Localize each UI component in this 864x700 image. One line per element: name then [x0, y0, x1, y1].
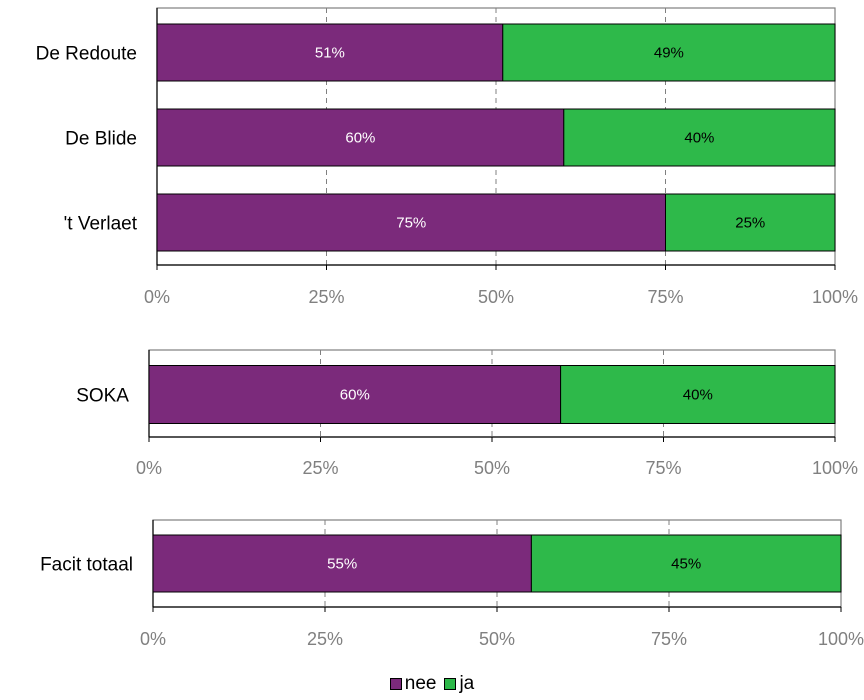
x-tick-label: 75% — [645, 458, 681, 478]
x-tick-label: 25% — [302, 458, 338, 478]
data-label-ja-2: 40% — [684, 130, 714, 147]
x-tick-label: 25% — [307, 629, 343, 649]
legend-item-ja: ja — [444, 673, 474, 695]
bar-ja-2 — [563, 108, 836, 167]
x-tick-label: 0% — [136, 458, 162, 478]
bar-nee-1 — [156, 23, 504, 82]
category-label: SOKA — [76, 386, 129, 407]
bar-nee-1 — [152, 534, 532, 593]
legend-label-ja: ja — [459, 673, 475, 694]
x-tick-label: 100% — [818, 629, 864, 649]
legend-label-nee: nee — [404, 673, 437, 694]
bar-ja-3 — [665, 193, 836, 252]
x-tick-label: 75% — [647, 287, 683, 307]
category-label: De Redoute — [36, 44, 137, 65]
data-label-ja-1: 45% — [671, 556, 701, 573]
category-label: De Blide — [65, 129, 137, 150]
x-tick-label: 50% — [478, 287, 514, 307]
legend-swatch-ja — [444, 678, 457, 690]
x-tick-label: 50% — [479, 629, 515, 649]
bar-ja-1 — [530, 534, 842, 593]
x-tick-label: 25% — [308, 287, 344, 307]
data-label-nee-3: 75% — [396, 215, 426, 232]
x-tick-label: 75% — [651, 629, 687, 649]
bar-nee-3 — [156, 193, 666, 252]
bar-ja-1 — [502, 23, 836, 82]
x-tick-label: 50% — [474, 458, 510, 478]
x-tick-label: 0% — [140, 629, 166, 649]
category-label: Facit totaal — [40, 555, 133, 576]
data-label-nee-1: 55% — [327, 556, 357, 573]
data-label-nee-1: 51% — [315, 45, 345, 62]
x-tick-label: 100% — [812, 458, 858, 478]
chart-panel-3: 55% 45% Facit totaal 0% 25% 50% 75% 100% — [40, 519, 864, 649]
chart-panel-1: 51% 49% De Redoute 60% 40% De Blide 75% 25% 't V… — [36, 7, 858, 307]
legend: nee ja — [0, 672, 864, 696]
data-label-ja-1: 49% — [654, 45, 684, 62]
bar-ja-1 — [560, 365, 836, 424]
x-tick-label: 0% — [144, 287, 170, 307]
bar-nee-1 — [148, 365, 562, 424]
data-label-nee-1: 60% — [340, 387, 370, 404]
category-label: 't Verlaet — [64, 214, 138, 235]
data-label-nee-2: 60% — [345, 130, 375, 147]
legend-swatch-nee — [389, 678, 402, 690]
data-label-ja-3: 25% — [735, 215, 765, 232]
data-label-ja-1: 40% — [683, 387, 713, 404]
chart-panel-2: 60% 40% SOKA 0% 25% 50% 75% 100% — [76, 349, 858, 478]
x-tick-label: 100% — [812, 287, 858, 307]
legend-item-nee: nee — [389, 673, 437, 695]
